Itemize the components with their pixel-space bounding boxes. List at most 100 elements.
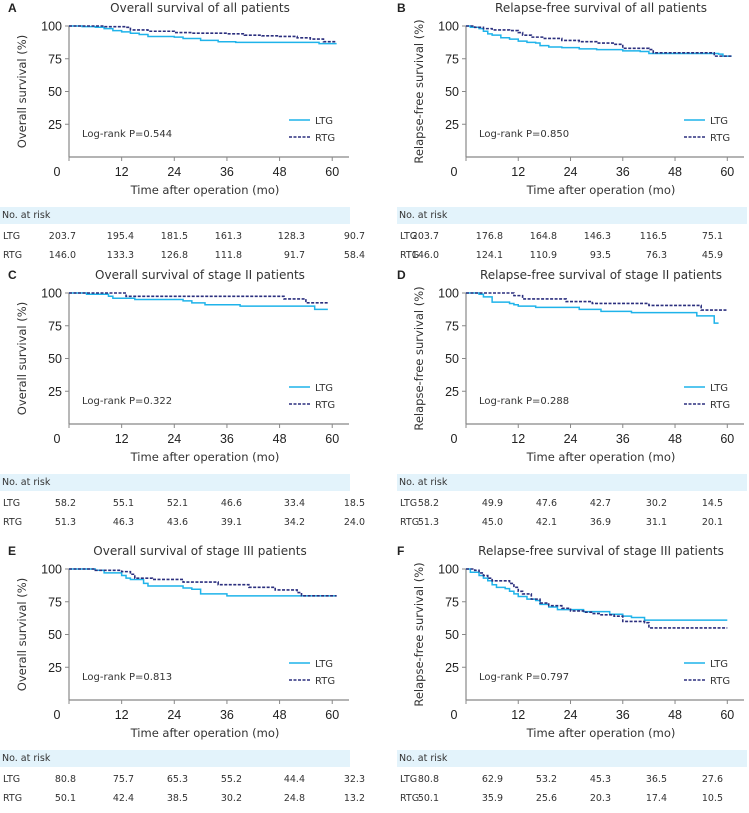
risk-cell: 46.3 — [112, 517, 134, 528]
series-line-ltg — [69, 568, 337, 597]
x-tick-label: 24 — [167, 432, 181, 446]
x-axis-label: Time after operation (mo) — [526, 726, 676, 740]
risk-cell: 55.1 — [112, 498, 134, 509]
risk-cell: 50.1 — [417, 793, 439, 804]
x-axis-label: Time after operation (mo) — [130, 726, 280, 740]
log-rank-annotation: Log-rank P=0.288 — [479, 396, 569, 407]
y-tick-label: 100 — [41, 563, 62, 577]
risk-cell: 126.8 — [160, 250, 188, 261]
series-line-rtg — [466, 292, 728, 311]
x-tick-label: 36 — [220, 708, 234, 722]
x-axis-label: Time after operation (mo) — [526, 183, 676, 197]
x-tick-label: 60 — [720, 708, 734, 722]
x-tick-label: 0 — [451, 708, 458, 722]
risk-table-row: RTG 50.1 35.9 25.6 20.3 17.4 10.5 — [397, 791, 747, 807]
x-tick-label: 12 — [115, 165, 129, 179]
y-tick-label: 50 — [48, 352, 62, 366]
x-tick-label: 12 — [115, 708, 129, 722]
risk-row-label: RTG — [3, 793, 23, 804]
x-tick-label: 36 — [220, 165, 234, 179]
risk-cell: 43.6 — [166, 517, 188, 528]
risk-cell: 13.2 — [343, 793, 365, 804]
risk-cell: 38.5 — [166, 793, 188, 804]
risk-cell: 14.5 — [701, 498, 723, 509]
risk-cell: 116.5 — [639, 231, 667, 242]
risk-table-row: LTG 80.8 75.7 65.3 55.2 44.4 32.3 — [0, 772, 365, 788]
panel-letter: A — [8, 1, 17, 15]
series-line-ltg — [69, 25, 337, 45]
x-tick-label: 48 — [668, 432, 682, 446]
y-axis-label: Relapse-free survival (%) — [412, 286, 426, 430]
risk-cell: 34.2 — [283, 517, 305, 528]
risk-table: No. at risk LTG 80.8 62.9 53.2 45.3 36.5 27.6 RT… — [397, 750, 747, 810]
risk-row-label: RTG — [3, 517, 23, 528]
legend-label-rtg: RTG — [710, 133, 730, 144]
risk-cell: 58.2 — [54, 498, 76, 509]
y-tick-label: 75 — [48, 319, 62, 333]
x-tick-label: 48 — [668, 165, 682, 179]
risk-cell: 110.9 — [529, 250, 557, 261]
legend-label-rtg: RTG — [710, 676, 730, 687]
x-tick-label: 0 — [451, 432, 458, 446]
panel-letter: E — [8, 544, 16, 558]
risk-table-header: No. at risk — [0, 750, 350, 767]
risk-cell: 10.5 — [701, 793, 723, 804]
panel-letter: F — [397, 544, 404, 558]
x-tick-label: 12 — [115, 432, 129, 446]
panel-a: A Overall survival of all patients 25 50 75 1… — [0, 0, 374, 270]
y-axis-label: Overall survival (%) — [15, 578, 29, 691]
legend-label-rtg: RTG — [315, 676, 335, 687]
chart-title: Relapse-free survival of all patients — [495, 1, 707, 15]
risk-cell: 42.1 — [535, 517, 557, 528]
risk-cell: 36.9 — [589, 517, 611, 528]
risk-row-label: LTG — [3, 231, 21, 242]
x-tick-label: 36 — [616, 432, 630, 446]
series-line-ltg — [466, 292, 719, 324]
risk-cell: 80.8 — [417, 774, 439, 785]
risk-cell: 133.3 — [106, 250, 134, 261]
risk-table-header: No. at risk — [0, 207, 350, 224]
risk-cell: 33.4 — [283, 498, 305, 509]
risk-row-label: RTG — [3, 250, 23, 261]
risk-cell: 146.0 — [48, 250, 76, 261]
y-tick-label: 75 — [48, 52, 62, 66]
legend-label-rtg: RTG — [710, 400, 730, 411]
legend-label-ltg: LTG — [710, 659, 728, 670]
risk-cell: 75.7 — [112, 774, 134, 785]
risk-cell: 181.5 — [160, 231, 188, 242]
x-tick-label: 0 — [54, 432, 61, 446]
y-tick-label: 100 — [41, 20, 62, 34]
y-tick-label: 50 — [445, 352, 459, 366]
risk-cell: 39.1 — [220, 517, 242, 528]
legend-label-ltg: LTG — [315, 383, 333, 394]
risk-cell: 176.8 — [475, 231, 503, 242]
risk-cell: 47.6 — [535, 498, 557, 509]
risk-cell: 45.3 — [589, 774, 611, 785]
log-rank-annotation: Log-rank P=0.322 — [82, 396, 172, 407]
x-tick-label: 60 — [720, 432, 734, 446]
panel-d: D Relapse-free survival of stage II patie… — [375, 267, 749, 537]
legend-label-ltg: LTG — [315, 659, 333, 670]
risk-table-row: RTG 146.0 124.1 110.9 93.5 76.3 45.9 — [397, 248, 747, 264]
y-axis-label: Relapse-free survival (%) — [412, 562, 426, 706]
risk-cell: 93.5 — [589, 250, 611, 261]
risk-table: No. at risk LTG 203.7 176.8 164.8 146.3 116.5 7… — [397, 207, 747, 267]
x-tick-label: 60 — [325, 432, 339, 446]
y-axis-label: Relapse-free survival (%) — [412, 19, 426, 163]
risk-cell: 124.1 — [475, 250, 503, 261]
risk-cell: 195.4 — [106, 231, 134, 242]
risk-cell: 51.3 — [417, 517, 439, 528]
legend-label-ltg: LTG — [710, 383, 728, 394]
x-tick-label: 60 — [325, 708, 339, 722]
risk-table-row: RTG 51.3 46.3 43.6 39.1 34.2 24.0 — [0, 515, 365, 531]
risk-cell: 27.6 — [701, 774, 723, 785]
risk-table-row: LTG 203.7 195.4 181.5 161.3 128.3 90.7 — [0, 229, 365, 245]
risk-cell: 24.8 — [283, 793, 305, 804]
risk-table: No. at risk LTG 58.2 49.9 47.6 42.7 30.2 14.5 RT… — [397, 474, 747, 534]
risk-cell: 51.3 — [54, 517, 76, 528]
risk-cell: 76.3 — [645, 250, 667, 261]
risk-table-header: No. at risk — [397, 750, 747, 767]
panel-e: E Overall survival of stage III patients 2… — [0, 543, 374, 813]
risk-table: No. at risk LTG 58.2 55.1 52.1 46.6 33.4 18.5 RT… — [0, 474, 365, 534]
risk-cell: 146.0 — [411, 250, 439, 261]
